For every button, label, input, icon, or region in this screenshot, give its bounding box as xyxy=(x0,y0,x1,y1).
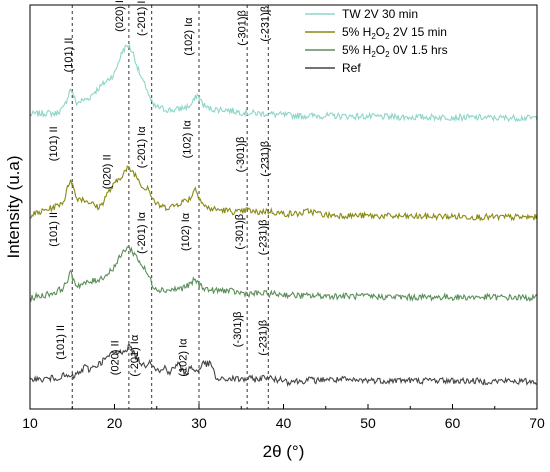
y-axis-label: Intensity (u.a) xyxy=(4,156,23,259)
peak-label: (101) II xyxy=(63,38,75,73)
peak-label: (102) Iα xyxy=(183,17,195,56)
peak-label: (-201) Iα xyxy=(136,126,148,168)
plot-frame xyxy=(29,4,538,410)
peak-label: (101) II xyxy=(48,126,60,161)
peak-label: (-231)β xyxy=(258,320,270,356)
peak-label: (102) Iα xyxy=(177,338,189,377)
x-tick-label: 50 xyxy=(360,415,376,431)
peak-label: (-201) Iα xyxy=(129,334,141,376)
x-tick-label: 20 xyxy=(107,415,123,431)
peak-label: (-201) Iα xyxy=(136,0,148,36)
peak-label: (-231)β xyxy=(259,141,271,177)
series-line-3 xyxy=(29,344,538,388)
peak-label: (-301)β xyxy=(236,10,248,46)
x-axis-label: 2θ (°) xyxy=(263,442,305,461)
reference-lines xyxy=(71,5,269,409)
series-line-0 xyxy=(29,43,538,123)
peak-label: (-231)β xyxy=(259,6,271,42)
x-tick-label: 10 xyxy=(22,415,38,431)
legend-entry: 5% H2O2 0V 1.5 hrs xyxy=(342,43,448,59)
legend: TW 2V 30 min 5% H2O2 2V 15 min 5% H2O2 0V … xyxy=(305,7,448,75)
series-line-2 xyxy=(29,246,538,303)
x-tick-label: 30 xyxy=(191,415,207,431)
peak-label: (-301)β xyxy=(235,137,247,173)
series-line-1 xyxy=(29,165,538,222)
x-axis: 10 20 30 40 50 60 70 xyxy=(22,404,545,431)
x-tick-label: 70 xyxy=(529,415,545,431)
peak-labels: (101) II (020) II (-201) Iα (102) Iα (-301)β… xyxy=(48,0,271,377)
peak-label: (020) II xyxy=(114,0,126,32)
peak-label: (102) Iα xyxy=(180,212,192,251)
peak-label: (-301)β xyxy=(232,312,244,348)
peak-label: (020) II xyxy=(110,340,122,375)
peak-label: (102) Iα xyxy=(182,120,194,159)
legend-entry: 5% H2O2 2V 15 min xyxy=(342,25,447,41)
x-tick-label: 60 xyxy=(445,415,461,431)
legend-entry: TW 2V 30 min xyxy=(342,7,418,21)
peak-label: (020) II xyxy=(101,154,113,189)
peak-label: (-201) Iα xyxy=(136,211,148,253)
x-tick-label: 40 xyxy=(276,415,292,431)
peak-label: (101) II xyxy=(48,212,60,247)
legend-entry: Ref xyxy=(342,61,361,75)
peak-label: (101) II xyxy=(55,325,67,360)
peak-label: (-301)β xyxy=(234,214,246,250)
series-lines xyxy=(29,43,538,388)
peak-label: (-231)β xyxy=(258,220,270,256)
